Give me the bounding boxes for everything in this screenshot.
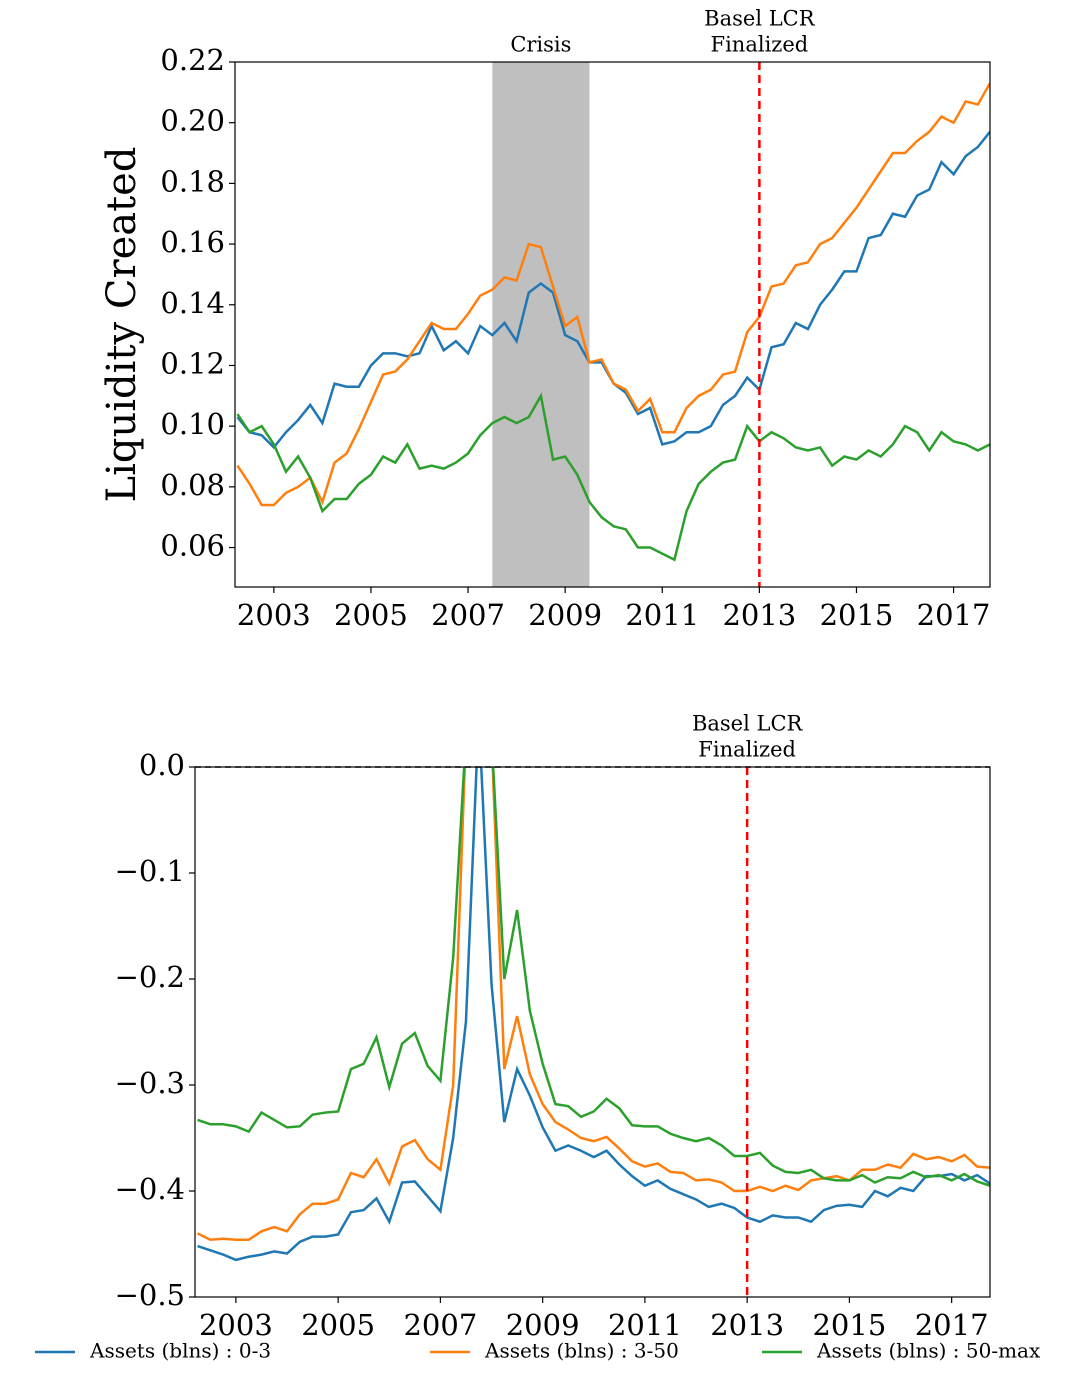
event-label: Finalized bbox=[711, 33, 809, 57]
y-tick-label: 0.16 bbox=[160, 225, 225, 259]
x-tick-label: 2005 bbox=[301, 1308, 375, 1342]
y-tick-label: 0.14 bbox=[160, 286, 225, 320]
x-tick-label: 2011 bbox=[625, 598, 699, 632]
series-line bbox=[197, 767, 990, 1242]
y-tick-label: 0.18 bbox=[160, 164, 225, 198]
y-tick-label: 0.22 bbox=[160, 43, 225, 77]
x-tick-label: 2011 bbox=[608, 1308, 682, 1342]
y-tick-label: −0.1 bbox=[115, 854, 185, 888]
y-tick-label: 0.10 bbox=[160, 407, 225, 441]
x-tick-label: 2005 bbox=[334, 598, 408, 632]
legend-label: Assets (blns) : 50-max bbox=[816, 1339, 1041, 1363]
event-label: Basel LCR bbox=[704, 7, 816, 31]
y-tick-label: −0.5 bbox=[115, 1278, 185, 1312]
x-tick-label: 2017 bbox=[917, 598, 991, 632]
event-label: Basel LCR bbox=[692, 712, 804, 736]
region-label: Crisis bbox=[510, 33, 571, 57]
plot-frame bbox=[194, 766, 991, 1298]
legend-label: Assets (blns) : 3-50 bbox=[484, 1339, 679, 1363]
x-tick-label: 2003 bbox=[237, 598, 311, 632]
x-tick-label: 2013 bbox=[710, 1308, 784, 1342]
y-tick-label: 0.20 bbox=[160, 104, 225, 138]
x-tick-label: 2009 bbox=[506, 1308, 580, 1342]
x-tick-label: 2003 bbox=[199, 1308, 273, 1342]
y-tick-label: 0.12 bbox=[160, 346, 225, 380]
series-line bbox=[236, 131, 990, 450]
legend-label: Assets (blns) : 0-3 bbox=[89, 1339, 271, 1363]
x-tick-label: 2007 bbox=[431, 598, 505, 632]
shaded-region bbox=[492, 62, 590, 587]
y-tick-label: −0.2 bbox=[115, 960, 185, 994]
x-tick-label: 2015 bbox=[812, 1308, 886, 1342]
y-tick-label: 0.08 bbox=[160, 468, 225, 502]
event-label: Finalized bbox=[698, 738, 796, 762]
x-tick-label: 2009 bbox=[528, 598, 602, 632]
y-tick-label: −0.4 bbox=[115, 1172, 185, 1206]
series-line bbox=[236, 392, 990, 562]
series-line bbox=[197, 767, 990, 1187]
x-tick-label: 2013 bbox=[722, 598, 796, 632]
plot-frame bbox=[234, 61, 991, 588]
series-line bbox=[236, 82, 990, 507]
x-tick-label: 2007 bbox=[403, 1308, 477, 1342]
y-axis-label: Liquidity Created bbox=[99, 147, 145, 503]
y-tick-label: 0.06 bbox=[160, 529, 225, 563]
y-tick-label: −0.3 bbox=[115, 1066, 185, 1100]
y-tick-label: 0.0 bbox=[139, 748, 185, 782]
x-tick-label: 2017 bbox=[915, 1308, 989, 1342]
series-line bbox=[197, 767, 990, 1262]
x-tick-label: 2015 bbox=[820, 598, 894, 632]
